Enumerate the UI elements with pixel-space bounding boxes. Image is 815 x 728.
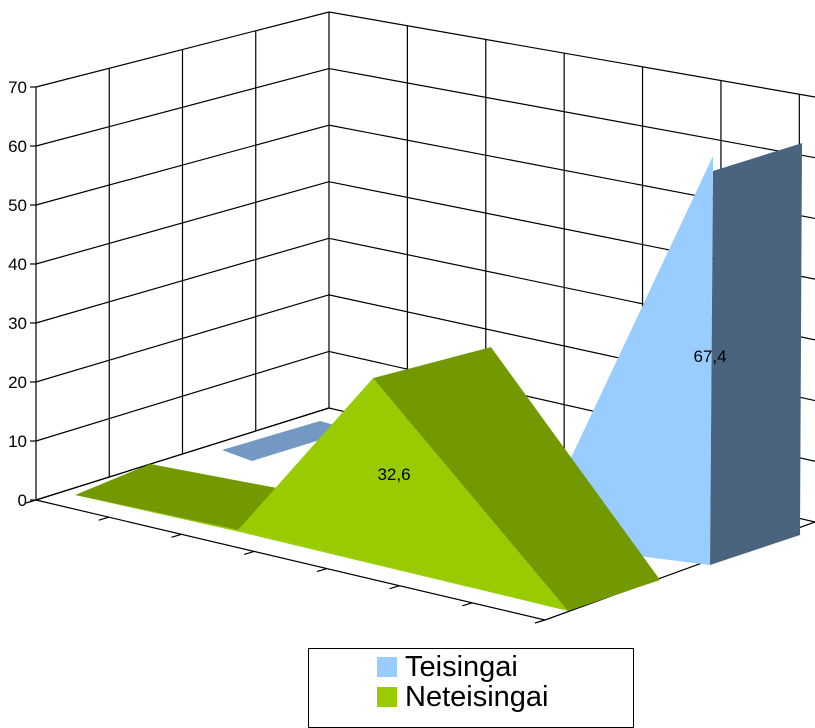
y-tick-label: 20 <box>8 373 27 392</box>
series-teisingai-floor <box>222 421 352 461</box>
series-neteisingai-front-face <box>238 378 568 611</box>
gridline-right <box>328 11 815 98</box>
y-tick-label: 50 <box>8 196 27 215</box>
series-neteisingai-side-face <box>373 347 660 611</box>
floor-tick <box>534 619 546 624</box>
floor-back-edge <box>35 407 330 501</box>
legend-swatch-neteisingai <box>377 687 397 707</box>
chart: 0 10 20 30 40 50 60 70 67,4 32,6 <box>8 11 815 624</box>
y-tick-label: 60 <box>8 137 27 156</box>
legend-item-teisingai: Teisingai <box>377 652 518 682</box>
series-neteisingai-back-strip <box>75 464 277 530</box>
legend-label-teisingai: Teisingai <box>405 651 518 683</box>
series-teisingai-front-face <box>570 156 713 565</box>
legend-swatch-teisingai <box>377 657 397 677</box>
series-teisingai-side-face <box>710 143 802 566</box>
chart-series <box>75 143 802 611</box>
legend: Teisingai Neteisingai <box>308 648 634 728</box>
floor-tick <box>243 550 255 556</box>
floor-front-edge <box>35 499 546 621</box>
y-tick-label: 30 <box>8 314 27 333</box>
y-tick-label: 70 <box>8 78 27 97</box>
legend-item-neteisingai: Neteisingai <box>377 682 548 712</box>
floor-tick <box>389 585 400 590</box>
data-label-neteisingai: 32,6 <box>377 465 410 484</box>
gridline-right <box>328 67 815 159</box>
y-tick-label: 40 <box>8 255 27 274</box>
floor-tick <box>98 516 109 521</box>
y-tick-label: 10 <box>8 432 27 451</box>
floor-tick <box>462 602 473 607</box>
legend-label-neteisingai: Neteisingai <box>405 681 549 713</box>
y-tick-label: 0 <box>18 491 27 510</box>
data-label-teisingai: 67,4 <box>693 347 726 366</box>
y-axis-ticks: 0 10 20 30 40 50 60 70 <box>8 78 36 510</box>
floor-tick <box>171 533 182 538</box>
floor-tick <box>316 567 328 573</box>
